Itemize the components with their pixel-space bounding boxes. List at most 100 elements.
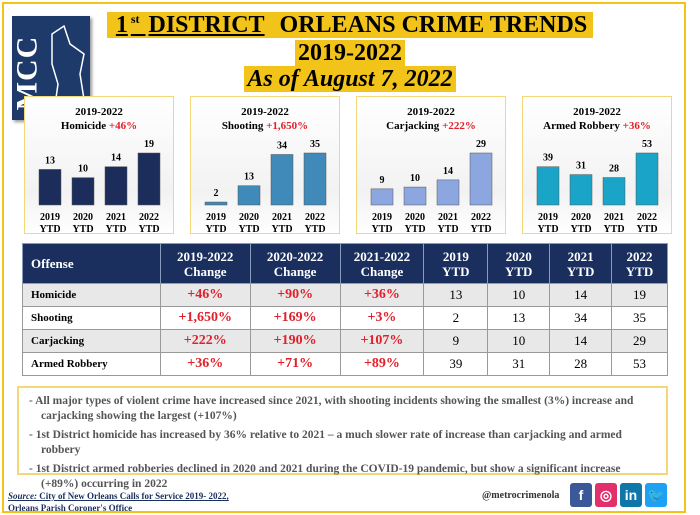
tick-label: 2020 xyxy=(73,212,93,223)
bar xyxy=(137,152,161,206)
data-label: 39 xyxy=(543,153,553,164)
data-label: 13 xyxy=(244,172,254,183)
note: - All major types of violent crime have … xyxy=(29,395,634,422)
tick-label: 2019 xyxy=(372,212,392,223)
twitter-icon[interactable]: 🐦 xyxy=(645,483,667,507)
column-header: 2019 YTD xyxy=(423,243,489,284)
chart-shooting: 2019-2022 Shooting +1,650% 2 2019 YTD 13 2020 Y… xyxy=(190,96,340,235)
ytd-cell: 2 xyxy=(423,306,489,330)
ytd-cell: 10 xyxy=(487,329,551,353)
tick-label: 2022 xyxy=(637,212,657,223)
ytd-cell: 28 xyxy=(549,352,613,376)
facebook-icon[interactable]: f xyxy=(570,483,592,507)
data-label: 14 xyxy=(443,166,453,177)
bar xyxy=(71,177,95,206)
tick-label: 2019 xyxy=(40,212,60,223)
tick-label: 2019 xyxy=(538,212,558,223)
tick-label: 2022 xyxy=(305,212,325,223)
change-cell: +36% xyxy=(339,283,425,307)
tick-label: YTD xyxy=(470,224,491,235)
change-cell: +3% xyxy=(339,306,425,330)
ytd-cell: 10 xyxy=(487,283,551,307)
bar xyxy=(270,154,294,206)
data-label: 13 xyxy=(45,155,55,166)
chart-armed-robbery: 2019-2022 Armed Robbery +36% 39 2019 YTD 31 20… xyxy=(522,96,672,235)
column-header: 2021 YTD xyxy=(549,243,613,284)
source-link[interactable]: Source: City of New Orleans Calls for Se… xyxy=(8,491,229,501)
chart-title: 2019-2022 Shooting +1,650% xyxy=(221,106,309,132)
tick-label: YTD xyxy=(570,224,591,235)
column-header: 2022 YTD xyxy=(611,243,668,284)
tick-label: YTD xyxy=(138,224,159,235)
tick-label: YTD xyxy=(304,224,325,235)
change-cell: +222% xyxy=(159,329,251,353)
chart-title: 2019-2022 Homicide +46% xyxy=(60,106,138,132)
data-label: 19 xyxy=(144,139,154,150)
data-label: 10 xyxy=(410,173,420,184)
tick-label: YTD xyxy=(72,224,93,235)
linkedin-icon[interactable]: in xyxy=(620,483,642,507)
ytd-cell: 14 xyxy=(549,283,613,307)
note: - 1st District homicide has increased by… xyxy=(29,429,622,456)
tick-label: YTD xyxy=(205,224,226,235)
tick-label: 2021 xyxy=(604,212,624,223)
change-cell: +1,650% xyxy=(159,306,251,330)
offense-cell: Armed Robbery xyxy=(22,352,161,376)
note: - 1st District armed robberies declined … xyxy=(29,463,621,490)
data-label: 29 xyxy=(476,139,486,150)
bar xyxy=(403,186,427,206)
change-cell: +89% xyxy=(339,352,425,376)
change-cell: +107% xyxy=(339,329,425,353)
data-label: 53 xyxy=(642,139,652,150)
column-header: 2019-2022 Change xyxy=(159,243,251,284)
bar xyxy=(436,179,460,206)
change-cell: +169% xyxy=(249,306,341,330)
bar xyxy=(370,188,394,206)
ytd-cell: 29 xyxy=(611,329,668,353)
ytd-cell: 13 xyxy=(487,306,551,330)
bar xyxy=(237,185,261,206)
ytd-cell: 14 xyxy=(549,329,613,353)
wolf-icon xyxy=(51,24,87,113)
bar xyxy=(469,152,493,206)
bar xyxy=(204,201,228,206)
column-header: 2020 YTD xyxy=(487,243,551,284)
data-label: 28 xyxy=(609,164,619,175)
data-label: 10 xyxy=(78,164,88,175)
tick-label: YTD xyxy=(404,224,425,235)
source-line-2: Orleans Parish Coroner's Office xyxy=(8,503,133,513)
tick-label: 2020 xyxy=(405,212,425,223)
tick-label: YTD xyxy=(238,224,259,235)
bar xyxy=(569,174,593,206)
tick-label: 2021 xyxy=(106,212,126,223)
social-handle[interactable]: @metrocrimenola xyxy=(482,490,560,501)
data-label: 34 xyxy=(277,140,287,151)
data-label: 14 xyxy=(111,153,121,164)
change-cell: +71% xyxy=(249,352,341,376)
ytd-cell: 35 xyxy=(611,306,668,330)
tick-label: 2019 xyxy=(206,212,226,223)
table-row: Armed Robbery +36% +71% +89% 39 31 28 53 xyxy=(22,352,668,376)
chart-homicide: 2019-2022 Homicide +46% 13 2019 YTD 10 2020 YTD… xyxy=(24,96,174,235)
notes-box: - All major types of violent crime have … xyxy=(17,386,668,490)
data-label: 31 xyxy=(576,161,586,172)
tick-label: 2021 xyxy=(438,212,458,223)
page-frame xyxy=(2,2,686,513)
crime-table: Offense 2019-2022 Change 2020-2022 Change 202… xyxy=(22,243,668,376)
offense-cell: Shooting xyxy=(22,306,161,330)
column-header: Offense xyxy=(22,243,161,284)
offense-cell: Carjacking xyxy=(22,329,161,353)
title-years: 2019-2022 xyxy=(100,40,600,67)
instagram-icon[interactable]: ◎ xyxy=(595,483,617,507)
tick-label: YTD xyxy=(636,224,657,235)
ytd-cell: 39 xyxy=(423,352,489,376)
tick-label: 2021 xyxy=(272,212,292,223)
ytd-cell: 13 xyxy=(423,283,489,307)
change-cell: +46% xyxy=(159,283,251,307)
data-label: 2 xyxy=(214,188,219,199)
bar xyxy=(635,152,659,206)
ytd-cell: 34 xyxy=(549,306,613,330)
change-cell: +36% xyxy=(159,352,251,376)
column-header: 2021-2022 Change xyxy=(339,243,425,284)
